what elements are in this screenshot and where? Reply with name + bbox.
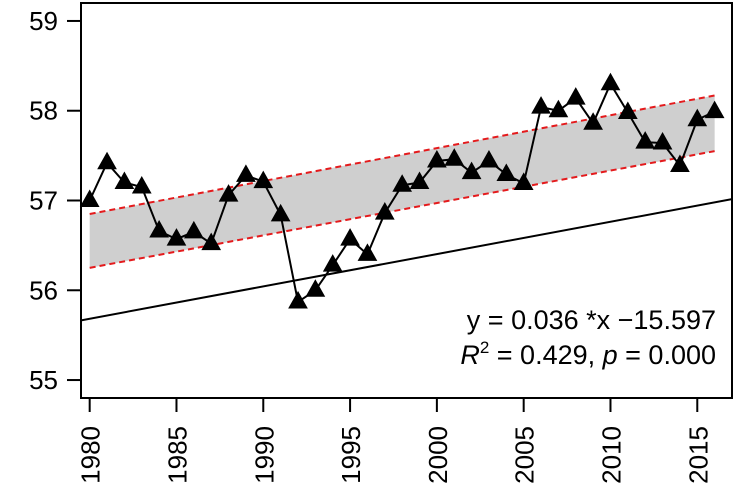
data-point [79,189,100,207]
x-tick-label: 2010 [596,426,626,484]
x-tick-label: 2015 [683,426,713,484]
y-tick-label: 55 [29,365,58,395]
data-point [617,101,638,120]
lower-bound-line [89,150,715,269]
y-axis: 55 56 57 58 59 [29,6,81,395]
x-tick-label: 1980 [76,426,106,484]
y-tick-label: 56 [29,275,58,305]
data-point [600,72,621,91]
data-point [496,163,517,181]
data-point [253,170,274,189]
data-point [427,149,447,168]
data-point [149,220,169,238]
x-axis: 1980 1985 1990 1995 2000 2005 2010 2015 [76,398,713,484]
data-point [583,112,603,130]
data-point [305,279,326,297]
data-point [409,171,430,190]
data-point [131,176,152,194]
data-series [79,72,725,309]
x-tick-label: 1985 [162,426,192,484]
r2-value: = 0.429, [489,340,602,370]
fit-line [81,198,732,322]
data-point [548,99,569,118]
data-point [652,132,673,150]
data-point [236,164,256,182]
data-point [340,228,360,246]
upper-bound-line [89,94,715,215]
y-tick-label: 57 [29,186,58,216]
data-point [183,220,204,239]
data-point [166,228,187,246]
data-point [670,154,690,172]
x-tick-label: 2005 [510,426,540,484]
data-point [322,254,343,272]
y-tick-label: 58 [29,96,58,126]
p-value: = 0.000 [618,340,716,370]
stats-annotation: R2 = 0.429, p = 0.000 [460,338,716,370]
data-point [531,96,551,114]
data-point [201,232,222,251]
x-tick-label: 1995 [336,426,366,484]
data-point [288,290,308,309]
p-symbol: p [602,340,618,370]
regression-line [81,198,732,322]
data-point [565,87,586,105]
data-point [635,131,656,149]
y-tick-label: 59 [29,6,58,36]
data-point [97,151,117,170]
r2-superscript: 2 [480,338,489,357]
x-tick-label: 1990 [249,426,279,484]
x-tick-label: 2000 [423,426,453,484]
data-point [392,174,413,192]
data-point [357,243,378,261]
data-point [114,171,135,190]
data-point [218,184,239,202]
data-point [374,202,395,220]
data-point [687,108,708,127]
data-point [270,203,291,222]
data-point [479,149,499,168]
data-point [461,161,482,180]
equation-annotation: y = 0.036 *x −15.597 [467,305,716,335]
data-point [704,100,725,119]
data-point [513,172,534,190]
r2-symbol: R [460,340,480,370]
data-point [444,148,465,166]
